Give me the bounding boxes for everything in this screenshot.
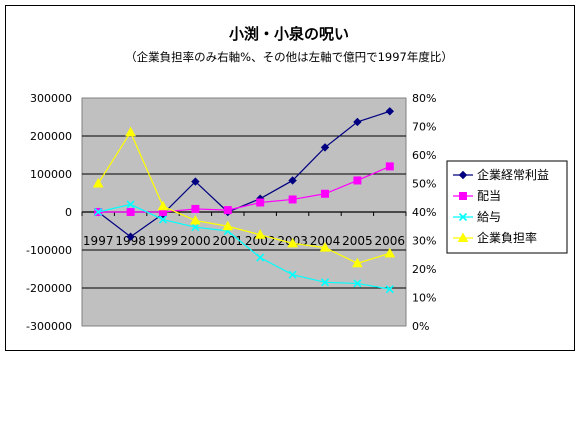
series-3-point-stroke	[353, 279, 362, 288]
series-4-point	[319, 242, 331, 252]
left-axis-tick-label: -100000	[26, 244, 72, 257]
right-axis-tick-label: 50%	[412, 178, 436, 191]
series-4-point	[254, 229, 266, 239]
right-axis-tick-label: 30%	[412, 235, 436, 248]
legend-marker	[459, 192, 467, 200]
legend-marker	[458, 212, 468, 222]
series-3-point-stroke	[385, 285, 394, 294]
left-axis-tick-label: 100000	[30, 168, 72, 181]
series-3-point-stroke	[158, 215, 168, 224]
right-axis-tick-label: 20%	[412, 263, 436, 276]
series-1-point	[320, 143, 330, 152]
series-2-point	[385, 162, 394, 171]
category-label: 2005	[342, 234, 373, 248]
chart-subtitle: （企業負担率のみ右軸%、その他は左軸で億円で1997年度比）	[125, 50, 453, 64]
series-2-point	[288, 195, 297, 204]
chart-frame: 小渕・小泉の呪い （企業負担率のみ右軸%、その他は左軸で億円で1997年度比） …	[5, 5, 575, 351]
series-2-point	[223, 206, 232, 215]
right-axis-tick-label: 70%	[412, 121, 436, 134]
series-3-point-stroke	[94, 207, 103, 217]
series-line-1	[97, 110, 390, 238]
series-3-point	[94, 207, 103, 217]
series-4-point	[287, 237, 298, 248]
legend-label: 配当	[477, 189, 501, 203]
left-axis-tick-label: 200000	[30, 130, 72, 143]
series-4-point	[384, 247, 396, 258]
left-axis-tick-label: 300000	[30, 92, 72, 105]
series-3-point-stroke	[126, 200, 135, 209]
category-label: 1998	[115, 234, 146, 248]
series-3-point	[385, 285, 394, 294]
legend-label: 企業負担率	[477, 230, 537, 245]
legend-label: 給与	[477, 210, 501, 224]
right-axis-tick-label: 80%	[412, 92, 436, 105]
series-3-point	[256, 253, 265, 262]
series-2-point	[126, 208, 135, 216]
right-axis-tick-label: 40%	[412, 206, 436, 219]
chart: 小渕・小泉の呪い （企業負担率のみ右軸%、その他は左軸で億円で1997年度比） …	[26, 25, 568, 333]
series-3-point	[320, 278, 330, 287]
category-label: 1997	[83, 234, 114, 248]
series-4-point	[157, 200, 169, 211]
legend-marker	[458, 170, 468, 180]
series-3-point-stroke	[288, 270, 297, 279]
series-3-point	[353, 279, 362, 288]
series-4-point	[125, 126, 136, 137]
series-line-4	[97, 130, 390, 264]
series-3-point	[288, 270, 297, 279]
category-label: 2002	[245, 234, 276, 248]
series-1-point	[385, 107, 395, 116]
category-label: 2004	[310, 234, 341, 248]
left-axis-tick-label: 0	[65, 206, 72, 219]
chart-title: 小渕・小泉の呪い	[229, 25, 349, 43]
series-4-point	[222, 220, 234, 231]
series-1-point	[353, 117, 362, 127]
series-2-point	[191, 204, 200, 213]
category-label: 2006	[375, 234, 406, 248]
series-1-point	[126, 232, 135, 241]
series-3-point-stroke	[320, 278, 330, 287]
right-axis-tick-label: 0%	[412, 320, 429, 333]
category-label: 2000	[180, 234, 211, 248]
series-3-point	[191, 223, 200, 232]
series-line-3	[98, 203, 390, 290]
series-4-point	[190, 215, 201, 225]
right-axis-tick-label: 10%	[412, 292, 436, 305]
legend-marker-stroke	[458, 212, 468, 222]
series-1-point	[191, 177, 200, 186]
series-4-point	[92, 177, 104, 188]
category-label: 2001	[213, 234, 244, 248]
left-axis-tick-label: -200000	[26, 282, 72, 295]
series-1-point	[288, 176, 297, 185]
left-axis-tick-label: -300000	[26, 320, 72, 333]
right-axis-tick-label: 60%	[412, 149, 436, 162]
series-3-point	[158, 215, 168, 224]
series-4-point	[352, 257, 363, 268]
series-3-point-stroke	[191, 223, 200, 232]
legend-marker	[457, 232, 469, 242]
series-2-point	[321, 189, 329, 198]
series-3-point	[126, 200, 135, 209]
series-3-point-stroke	[256, 253, 265, 262]
series-2-point	[353, 176, 362, 185]
series-2-point	[256, 198, 265, 207]
category-label: 1999	[148, 234, 179, 248]
legend-label: 企業経常利益	[477, 167, 549, 182]
